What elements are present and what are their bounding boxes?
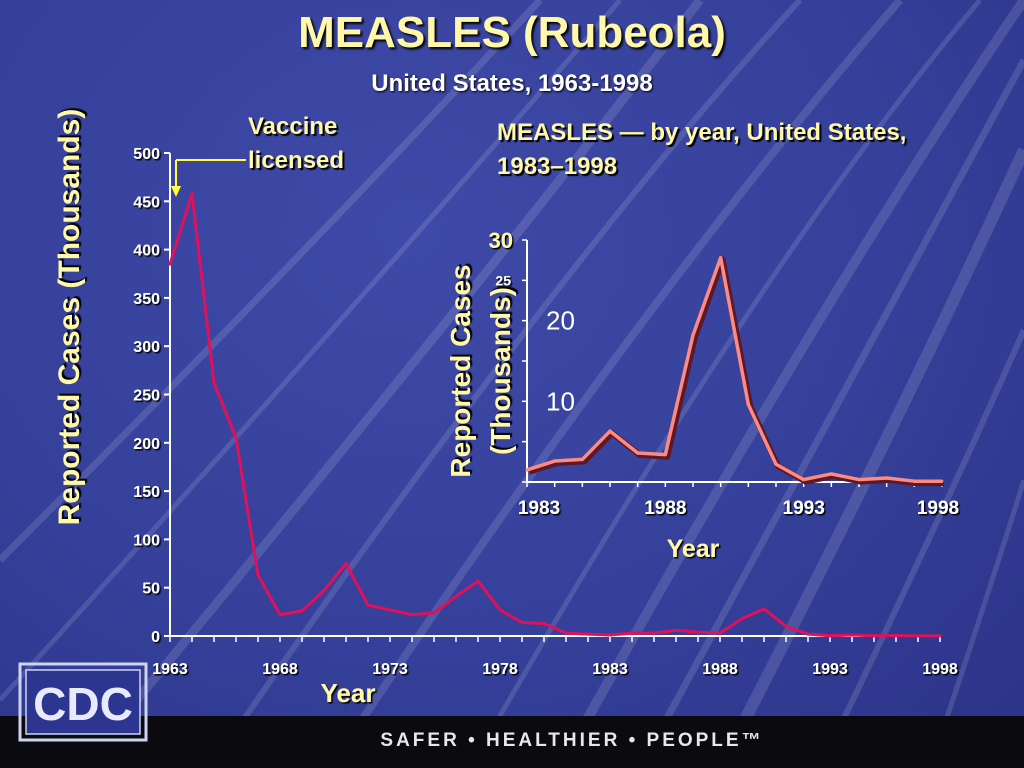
- main-data-point: [608, 633, 612, 637]
- main-data-point: [388, 608, 392, 612]
- main-data-point: [410, 613, 414, 617]
- main-y-tick-label: 0: [151, 629, 160, 646]
- main-data-point: [784, 624, 788, 628]
- main-series-line: [168, 192, 940, 638]
- inset-data-point: [774, 462, 778, 466]
- main-y-tick-label: 100: [133, 532, 160, 549]
- arrow-head: [171, 186, 181, 197]
- main-chart: 0 50 100 150 200 250 300 350 400 450 500 1963 1968 19…: [133, 146, 958, 708]
- main-x-tick-label: 1993: [812, 661, 848, 678]
- vaccine-label-line1: Vaccine: [248, 113, 338, 140]
- main-data-point: [674, 628, 678, 632]
- inset-data-point: [525, 468, 529, 472]
- main-data-point: [630, 631, 634, 635]
- main-data-point: [278, 613, 282, 617]
- inset-data-point: [580, 457, 584, 461]
- inset-data-point: [912, 479, 916, 483]
- inset-data-point: [663, 453, 667, 457]
- cdc-logo-text: CDC: [33, 678, 133, 730]
- main-data-point: [718, 631, 722, 635]
- inset-y-tick-label: 30: [489, 228, 513, 253]
- main-data-point: [498, 608, 502, 612]
- inset-x-tick-label: 1998: [917, 498, 959, 519]
- inset-data-point: [636, 451, 640, 455]
- main-data-point: [300, 609, 304, 613]
- main-data-point: [366, 603, 370, 607]
- main-data-point: [190, 192, 194, 196]
- main-x-tick-label: 1988: [702, 661, 738, 678]
- inset-data-point: [857, 478, 861, 482]
- inset-x-tick-label: 1993: [783, 498, 825, 519]
- inset-chart: 30 25 20 10 1983 1988 1993 1998 Year: [489, 228, 960, 563]
- main-data-point: [322, 589, 326, 593]
- cdc-logo: CDC: [18, 662, 148, 742]
- inset-x-axis-label: Year: [667, 535, 720, 563]
- main-y-tick-label: 50: [142, 581, 160, 598]
- main-y-tick-label: 300: [133, 339, 160, 356]
- main-x-tick-label: 1998: [922, 661, 958, 678]
- main-y-tick-label: 150: [133, 484, 160, 501]
- main-data-point: [850, 633, 854, 637]
- main-data-point: [762, 607, 766, 611]
- main-data-point: [256, 573, 260, 577]
- main-data-point: [872, 634, 876, 638]
- main-data-point: [520, 620, 524, 624]
- inset-data-point: [802, 478, 806, 482]
- main-data-point: [234, 436, 238, 440]
- inset-data-point: [829, 472, 833, 476]
- inset-data-point: [719, 256, 723, 260]
- footer-bar: [0, 716, 1024, 768]
- inset-data-point: [691, 333, 695, 337]
- main-data-point: [564, 631, 568, 635]
- inset-data-point: [608, 429, 612, 433]
- main-data-point: [476, 579, 480, 583]
- main-y-tick-label: 500: [133, 146, 160, 163]
- main-x-tick-label: 1963: [152, 661, 188, 678]
- main-data-point: [542, 621, 546, 625]
- main-y-tick-label: 350: [133, 291, 160, 308]
- main-data-point: [212, 381, 216, 385]
- inset-chart-title: MEASLES — by year, United States, 1983–1…: [497, 119, 907, 180]
- main-data-point: [454, 594, 458, 598]
- main-data-point: [828, 634, 832, 638]
- main-y-tick-label: 450: [133, 194, 160, 211]
- main-data-point: [432, 611, 436, 615]
- vaccine-label-line2: licensed: [248, 147, 345, 174]
- inset-data-point: [553, 459, 557, 463]
- inset-x-tick-label: 1983: [518, 498, 560, 519]
- main-data-point: [344, 562, 348, 566]
- inset-y-inline-label: 20: [546, 306, 575, 336]
- inset-data-point: [940, 479, 944, 483]
- main-x-tick-label: 1968: [262, 661, 298, 678]
- inset-series-line: [526, 255, 942, 483]
- main-y-tick-label: 400: [133, 243, 160, 260]
- slide-subtitle: United States, 1963-1998: [371, 70, 653, 97]
- inset-y-inline-label: 10: [546, 386, 575, 416]
- main-y-tick-label: 250: [133, 388, 160, 405]
- main-data-point: [916, 634, 920, 638]
- main-data-point: [894, 634, 898, 638]
- main-data-point: [652, 631, 656, 635]
- main-data-point: [586, 632, 590, 636]
- main-x-tick-label: 1973: [372, 661, 408, 678]
- inset-x-tick-label: 1988: [644, 498, 686, 519]
- main-data-point: [168, 262, 172, 266]
- inset-data-point: [746, 403, 750, 407]
- vaccine-licensed-annotation: Vaccine licensed: [248, 110, 388, 178]
- main-x-axis-label: Year: [321, 678, 376, 708]
- footer-slogan: SAFER • HEALTHIER • PEOPLE™: [380, 730, 764, 751]
- main-y-tick-label: 200: [133, 436, 160, 453]
- vaccine-annotation-arrow: [171, 159, 246, 197]
- main-data-point: [938, 634, 942, 638]
- main-x-tick-label: 1983: [592, 661, 628, 678]
- inset-data-point: [885, 476, 889, 480]
- main-data-point: [740, 617, 744, 621]
- main-data-point: [696, 630, 700, 634]
- main-data-point: [806, 632, 810, 636]
- main-x-tick-label: 1978: [482, 661, 518, 678]
- inset-y-tick-label: 25: [495, 272, 511, 288]
- slide-title: MEASLES (Rubeola): [298, 8, 726, 57]
